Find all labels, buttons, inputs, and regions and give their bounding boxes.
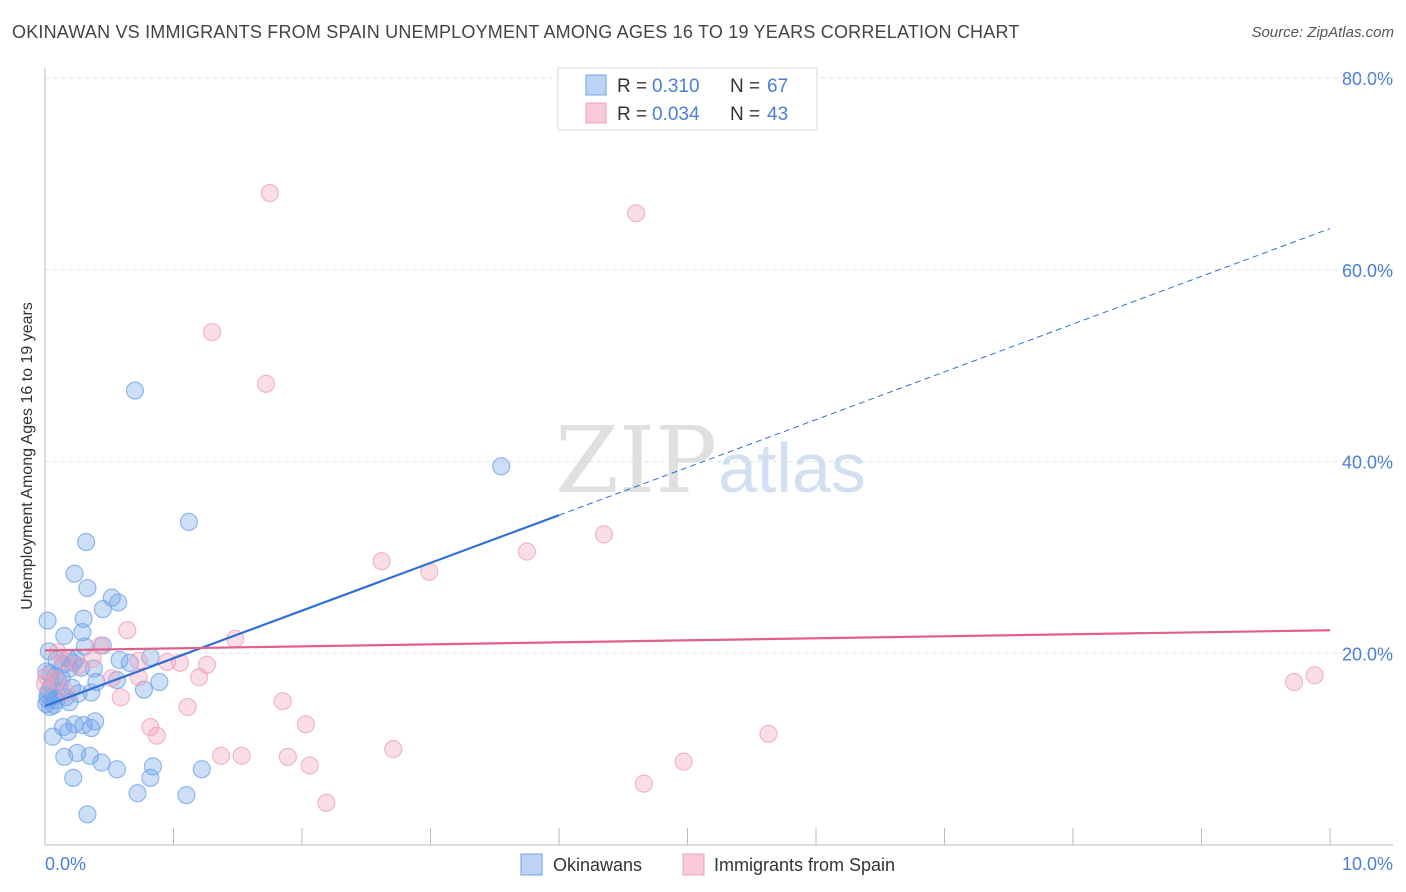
spain-point xyxy=(157,652,177,671)
okinawan-point xyxy=(177,786,196,805)
okinawan-point xyxy=(55,626,74,646)
y-tick-label: 20.0% xyxy=(1342,644,1393,664)
spain-point xyxy=(202,322,222,342)
spain-point xyxy=(118,621,137,640)
okinawan-point xyxy=(77,532,96,552)
legend-swatch xyxy=(585,74,607,96)
x-tick-label-min: 0.0% xyxy=(45,854,86,874)
spain-point xyxy=(626,204,646,223)
okinawan-point xyxy=(65,564,84,583)
okinawan-point xyxy=(55,747,74,766)
spain-point xyxy=(256,374,276,393)
spain-point xyxy=(384,740,403,759)
legend-n-label: N = xyxy=(730,76,760,97)
okinawan-point xyxy=(84,659,103,678)
okinawan-point xyxy=(107,760,127,779)
legend-r-value: 0.034 xyxy=(652,104,700,125)
okinawan-point xyxy=(128,784,147,803)
okinawan-point xyxy=(492,457,511,476)
okinawan-point xyxy=(82,718,101,738)
spain-point xyxy=(300,756,319,775)
okinawan-point xyxy=(78,805,97,824)
spain-point xyxy=(674,752,693,771)
spain-point xyxy=(129,651,148,671)
spain-point xyxy=(55,651,74,671)
spain-point xyxy=(35,674,55,694)
okinawan-point xyxy=(150,672,169,692)
watermark-zip: ZIP xyxy=(555,407,717,514)
okinawan-point xyxy=(192,760,211,779)
okinawan-trend-line-extension xyxy=(558,228,1331,516)
spain-point xyxy=(178,697,197,717)
source-label: Source: ZipAtlas.com xyxy=(1251,24,1394,41)
okinawan-point xyxy=(93,600,112,619)
okinawan-point xyxy=(109,593,128,612)
watermark-atlas: atlas xyxy=(718,429,866,507)
spain-point xyxy=(372,552,391,571)
spain-point xyxy=(147,726,166,745)
legend-n-value: 67 xyxy=(767,76,788,97)
okinawan-point xyxy=(73,623,92,642)
okinawan-point xyxy=(43,727,62,746)
legend-n-value: 43 xyxy=(767,104,788,125)
spain-point xyxy=(594,525,614,544)
spain-point xyxy=(1305,666,1324,685)
okinawan-point xyxy=(141,768,160,787)
bottom-legend-label: Okinawans xyxy=(553,855,642,875)
spain-point xyxy=(47,670,66,690)
legend-r-label: R = xyxy=(617,104,647,125)
okinawan-point xyxy=(110,650,129,670)
spain-point xyxy=(232,746,251,765)
y-tick-label: 80.0% xyxy=(1342,69,1393,89)
legend-r-value: 0.310 xyxy=(652,76,700,97)
y-tick-label: 40.0% xyxy=(1342,453,1393,473)
okinawan-point xyxy=(92,753,111,772)
spain-point xyxy=(1284,672,1304,692)
bottom-legend-label: Immigrants from Spain xyxy=(714,855,895,875)
okinawan-point xyxy=(64,768,83,787)
spain-point xyxy=(759,724,778,743)
y-tick-label: 60.0% xyxy=(1342,261,1393,281)
x-tick-label-max: 10.0% xyxy=(1342,854,1393,874)
bottom-legend-swatch-okinawans xyxy=(520,853,543,876)
spain-point xyxy=(260,183,279,203)
okinawan-point xyxy=(143,757,163,776)
okinawan-trend-line xyxy=(44,514,560,708)
spain-point xyxy=(37,667,56,686)
legend-n-label: N = xyxy=(730,104,760,125)
okinawan-point xyxy=(78,578,97,598)
okinawan-point xyxy=(80,746,100,765)
spain-point xyxy=(190,668,209,687)
okinawan-point xyxy=(74,609,93,628)
spain-point xyxy=(273,692,292,711)
spain-point xyxy=(211,746,231,765)
bottom-legend-swatch-spain xyxy=(682,853,705,876)
okinawan-point xyxy=(38,611,57,630)
okinawan-point xyxy=(120,653,139,672)
okinawan-point xyxy=(179,512,199,532)
legend-swatch xyxy=(585,102,607,124)
spain-trend-line xyxy=(44,629,1331,652)
okinawan-point xyxy=(59,722,78,741)
spain-point xyxy=(111,688,130,707)
spain-point xyxy=(296,715,315,734)
okinawan-point xyxy=(125,381,145,400)
spain-point xyxy=(69,656,88,675)
spain-point xyxy=(634,774,653,793)
legend-r-label: R = xyxy=(617,76,647,97)
spain-point xyxy=(517,542,536,561)
spain-point xyxy=(317,793,336,812)
spain-point xyxy=(278,747,297,766)
chart-title: OKINAWAN VS IMMIGRANTS FROM SPAIN UNEMPL… xyxy=(12,22,1020,42)
